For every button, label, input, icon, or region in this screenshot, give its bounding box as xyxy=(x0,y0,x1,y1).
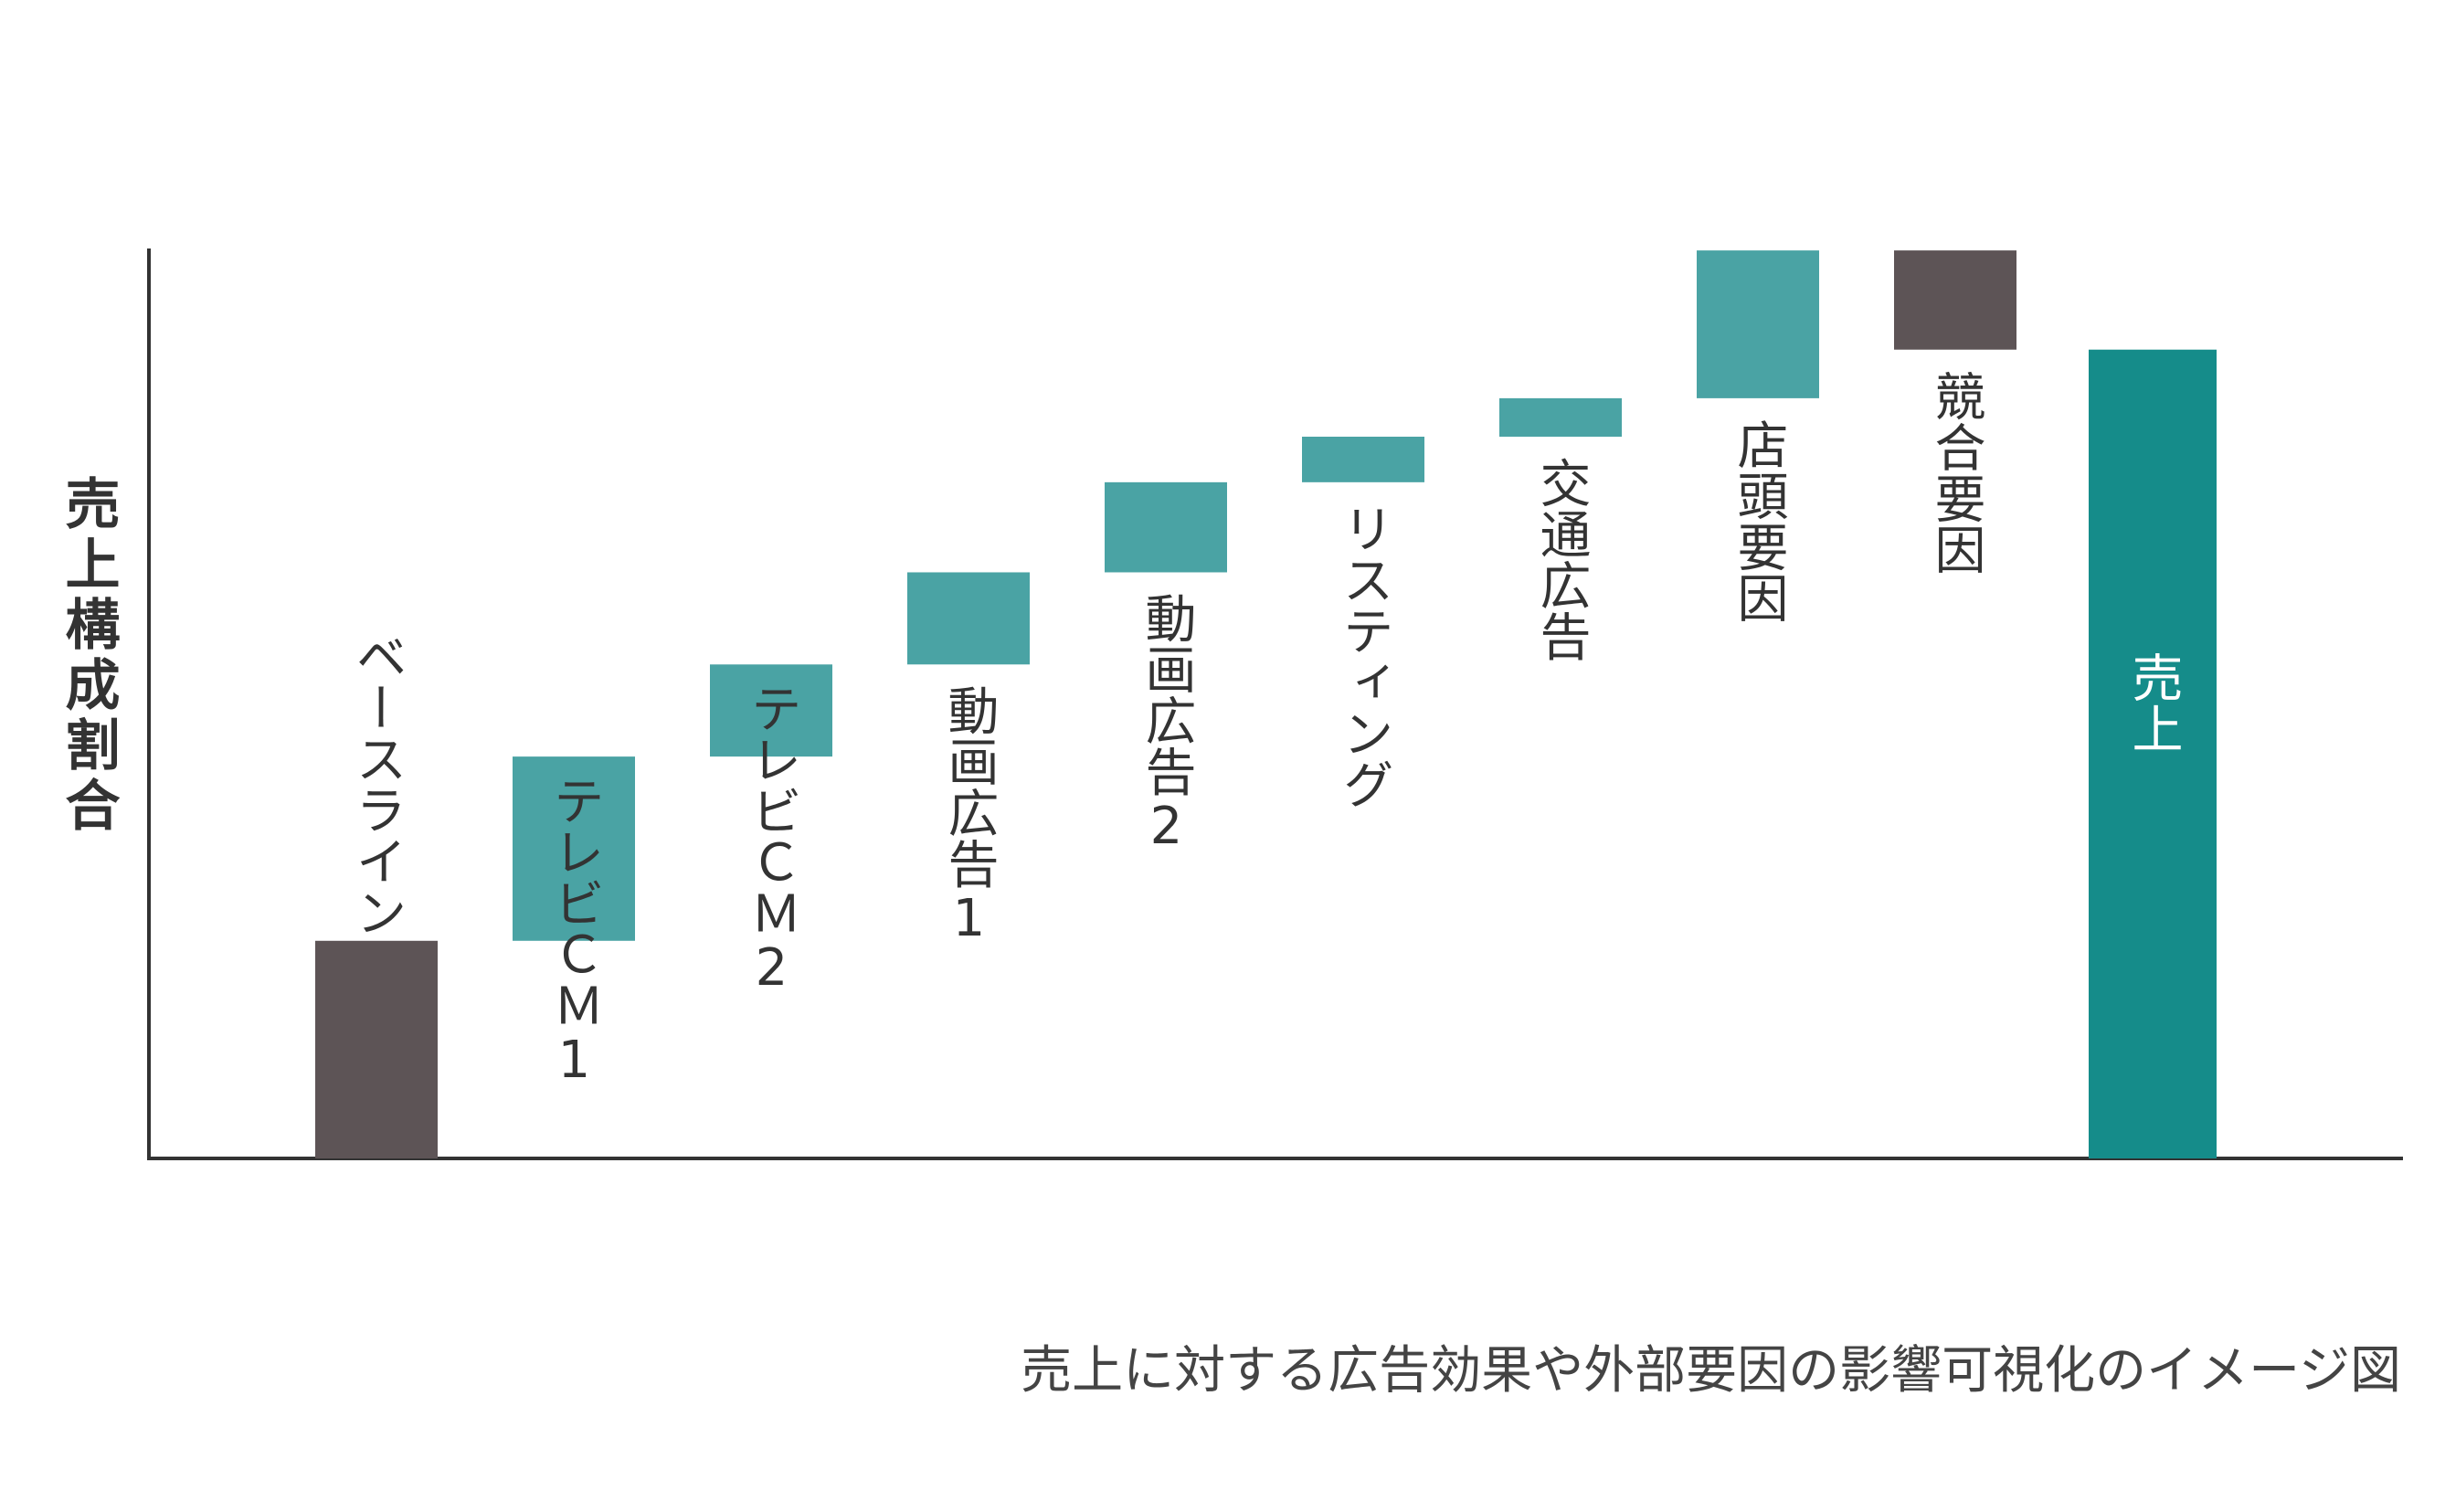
category-label-6: 交通広告 xyxy=(1531,456,1591,661)
category-label-1: テレビＣＭ1 xyxy=(545,775,604,1091)
bar-negative-8 xyxy=(1894,250,2016,350)
bar-positive-1 xyxy=(513,756,635,941)
category-label-4: 動画広告2 xyxy=(1137,592,1196,857)
category-label-5: リスティング xyxy=(1334,502,1393,809)
category-label-2: テレビＣＭ2 xyxy=(742,682,801,999)
bar-positive-3 xyxy=(907,572,1030,665)
y-axis-label: 売上構成割合 xyxy=(56,475,120,837)
bar-positive-7 xyxy=(1697,250,1819,398)
bar-base-0 xyxy=(315,940,438,1158)
category-label-0: ベースライン xyxy=(347,629,407,937)
category-label-3: 動画広告1 xyxy=(939,684,999,949)
chart-caption: 売上に対する広告効果や外部要因の影響可視化のイメージ図 xyxy=(1021,1341,2401,1401)
category-label-7: 店頭要因 xyxy=(1729,418,1788,623)
bar-total-9 xyxy=(2089,349,2217,1158)
bar-positive-2 xyxy=(710,664,832,757)
bar-positive-4 xyxy=(1105,481,1227,573)
bar-positive-5 xyxy=(1302,436,1424,482)
category-label-8: 競合要因 xyxy=(1926,369,1985,575)
category-label-9: 売上 xyxy=(2123,650,2183,754)
bar-positive-6 xyxy=(1499,397,1622,437)
